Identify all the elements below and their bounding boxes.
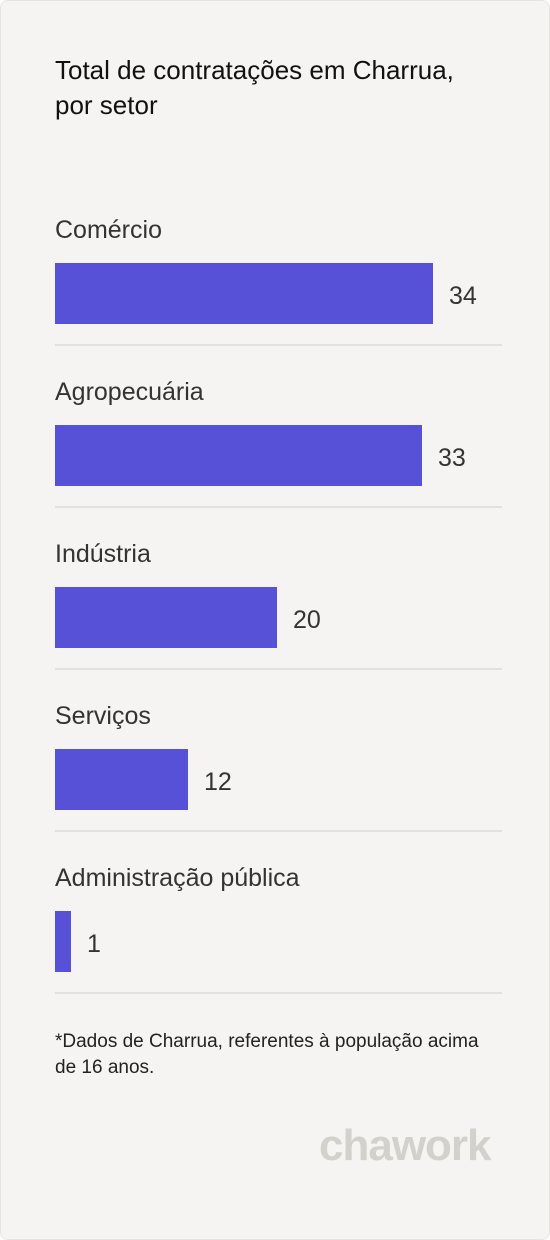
category-label: Serviços — [55, 702, 151, 730]
value-label: 33 — [438, 444, 466, 472]
row-divider — [55, 506, 502, 508]
row-divider — [55, 344, 502, 346]
row-divider — [55, 992, 502, 994]
value-label: 1 — [87, 930, 101, 958]
bar-row: Agropecuária 33 — [55, 363, 502, 525]
bar-chart: Comércio 34 Agropecuária 33 Indústria 20 Servi… — [55, 201, 502, 1011]
footnote: *Dados de Charrua, referentes à populaçã… — [55, 1031, 479, 1078]
bar-row: Serviços 12 — [55, 687, 502, 849]
bar — [55, 749, 188, 810]
chart-title: Total de contratações em Charrua, por se… — [55, 55, 454, 120]
chawork-logo: chawork — [319, 1121, 492, 1170]
bar — [55, 263, 433, 324]
row-divider — [55, 830, 502, 832]
value-label: 34 — [449, 282, 477, 310]
bar — [55, 911, 71, 972]
category-label: Agropecuária — [55, 378, 204, 406]
category-label: Comércio — [55, 216, 162, 244]
category-label: Administração pública — [55, 864, 300, 892]
category-label: Indústria — [55, 540, 151, 568]
value-label: 12 — [204, 768, 232, 796]
bar — [55, 425, 422, 486]
row-divider — [55, 668, 502, 670]
bar-row: Administração pública 1 — [55, 849, 502, 1011]
bar-row: Comércio 34 — [55, 201, 502, 363]
value-label: 20 — [293, 606, 321, 634]
bar-row: Indústria 20 — [55, 525, 502, 687]
bar — [55, 587, 277, 648]
